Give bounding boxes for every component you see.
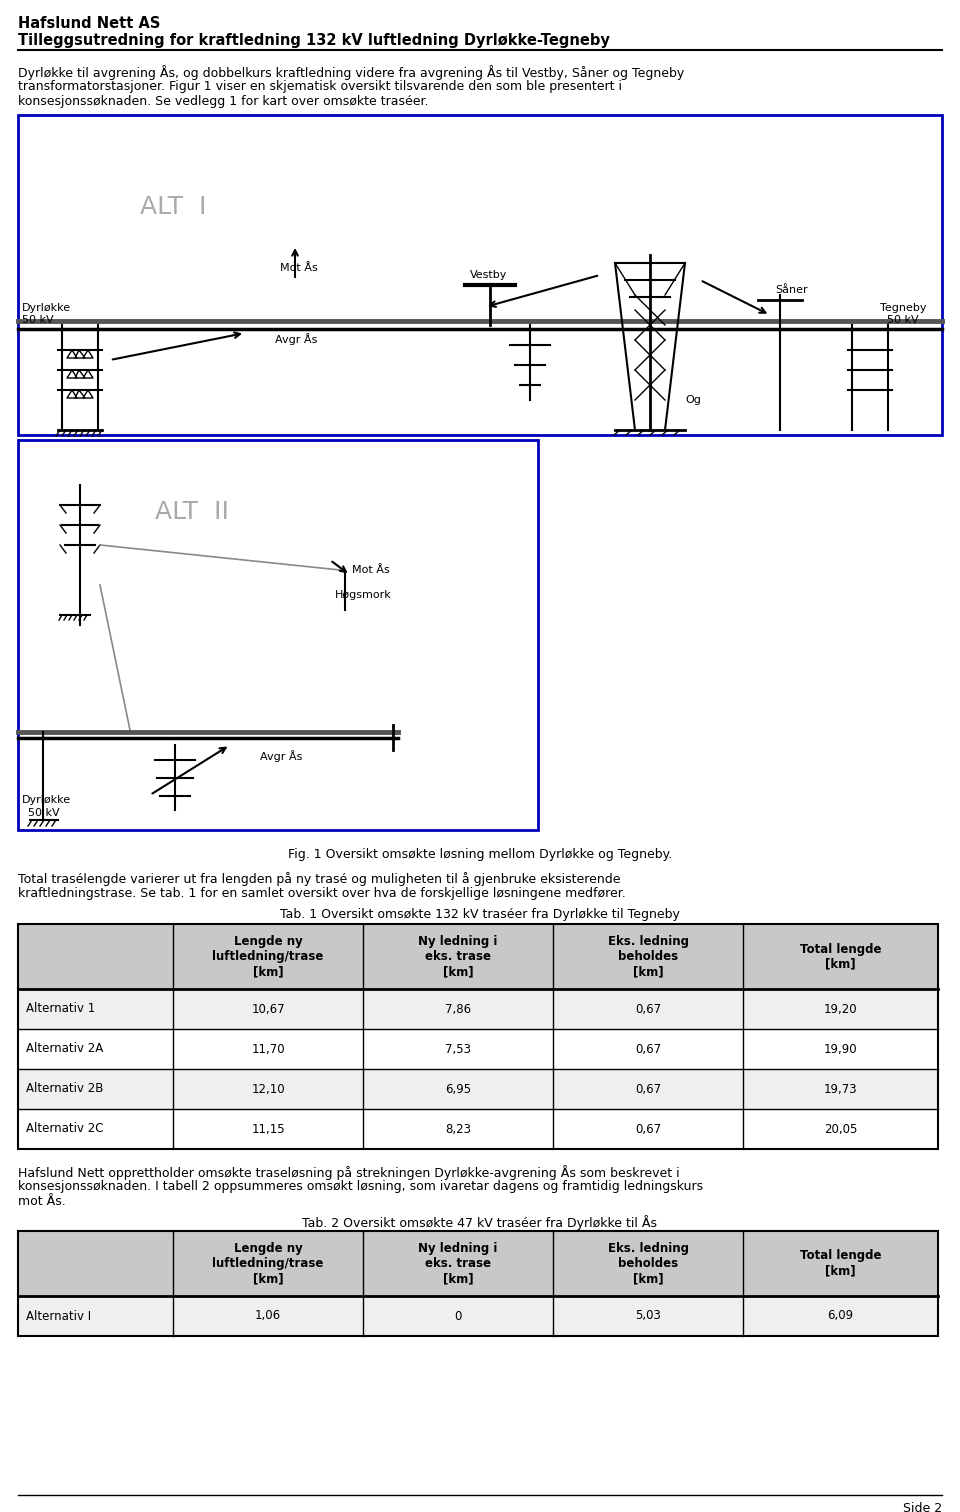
Text: 5,03: 5,03 <box>636 1309 660 1323</box>
Text: Dyrløkke til avgrening Ås, og dobbelkurs kraftledning videre fra avgrening Ås ti: Dyrløkke til avgrening Ås, og dobbelkurs… <box>18 65 684 80</box>
Bar <box>18 1108 938 1149</box>
Text: Høgsmork: Høgsmork <box>335 590 392 600</box>
Text: Avgr Ås: Avgr Ås <box>260 750 302 762</box>
Text: Alternativ 2C: Alternativ 2C <box>26 1122 104 1136</box>
Text: konsesjonssøknaden. Se vedlegg 1 for kart over omsøkte traséer.: konsesjonssøknaden. Se vedlegg 1 for kar… <box>18 95 428 107</box>
Text: Total lengde
[km]: Total lengde [km] <box>800 1249 881 1278</box>
Text: Dyrløkke: Dyrløkke <box>22 302 71 313</box>
Text: Alternativ I: Alternativ I <box>26 1309 91 1323</box>
Text: Ny ledning i
eks. trase
[km]: Ny ledning i eks. trase [km] <box>419 934 497 978</box>
Text: Dyrløkke: Dyrløkke <box>22 795 71 804</box>
Text: Mot Ås: Mot Ås <box>280 263 318 274</box>
Text: Lengde ny
luftledning/trase
[km]: Lengde ny luftledning/trase [km] <box>212 934 324 978</box>
Text: Og: Og <box>685 395 701 405</box>
Text: 0,67: 0,67 <box>635 1083 661 1096</box>
Bar <box>18 1069 938 1108</box>
Text: Total lengde
[km]: Total lengde [km] <box>800 942 881 971</box>
Bar <box>18 1231 938 1337</box>
Text: 0,67: 0,67 <box>635 1122 661 1136</box>
Text: 8,23: 8,23 <box>445 1122 471 1136</box>
Text: 6,09: 6,09 <box>828 1309 853 1323</box>
Text: Tab. 2 Oversikt omsøkte 47 kV traséer fra Dyrløkke til Ås: Tab. 2 Oversikt omsøkte 47 kV traséer fr… <box>302 1216 658 1229</box>
Text: Tab. 1 Oversikt omsøkte 132 kV traséer fra Dyrløkke til Tegneby: Tab. 1 Oversikt omsøkte 132 kV traséer f… <box>280 909 680 921</box>
Text: Tegneby: Tegneby <box>880 302 926 313</box>
Bar <box>18 924 938 989</box>
Text: Såner: Såner <box>775 284 807 295</box>
Text: 0,67: 0,67 <box>635 1002 661 1016</box>
Text: Hafslund Nett opprettholder omsøkte traseløsning på strekningen Dyrløkke-avgreni: Hafslund Nett opprettholder omsøkte tras… <box>18 1166 680 1179</box>
Bar <box>18 115 942 435</box>
Text: 0,67: 0,67 <box>635 1042 661 1055</box>
Text: 50 kV: 50 kV <box>887 314 919 325</box>
Text: Total trasélengde varierer ut fra lengden på ny trasé og muligheten til å gjenbr: Total trasélengde varierer ut fra lengde… <box>18 872 620 886</box>
Text: Avgr Ås: Avgr Ås <box>275 333 318 345</box>
Text: 50 kV: 50 kV <box>28 807 60 818</box>
Text: Alternativ 2B: Alternativ 2B <box>26 1083 104 1096</box>
Text: mot Ås.: mot Ås. <box>18 1194 65 1208</box>
Text: 1,06: 1,06 <box>255 1309 281 1323</box>
Text: Eks. ledning
beholdes
[km]: Eks. ledning beholdes [km] <box>608 934 688 978</box>
Text: 19,90: 19,90 <box>824 1042 857 1055</box>
Text: 50 kV: 50 kV <box>22 314 54 325</box>
Bar <box>18 1296 938 1337</box>
Text: Lengde ny
luftledning/trase
[km]: Lengde ny luftledning/trase [km] <box>212 1241 324 1285</box>
Text: 7,86: 7,86 <box>444 1002 471 1016</box>
Text: Alternativ 2A: Alternativ 2A <box>26 1042 104 1055</box>
Text: 19,73: 19,73 <box>824 1083 857 1096</box>
Text: ALT  II: ALT II <box>155 500 229 525</box>
Text: ALT  I: ALT I <box>140 195 206 219</box>
Bar <box>18 989 938 1030</box>
Bar <box>18 924 938 1149</box>
Text: Hafslund Nett AS: Hafslund Nett AS <box>18 17 160 32</box>
Text: 11,70: 11,70 <box>252 1042 285 1055</box>
Text: 12,10: 12,10 <box>252 1083 285 1096</box>
Text: Tilleggsutredning for kraftledning 132 kV luftledning Dyrløkke-Tegneby: Tilleggsutredning for kraftledning 132 k… <box>18 33 610 48</box>
Text: 7,53: 7,53 <box>445 1042 471 1055</box>
Text: 10,67: 10,67 <box>252 1002 285 1016</box>
Text: 11,15: 11,15 <box>252 1122 285 1136</box>
Text: 6,95: 6,95 <box>444 1083 471 1096</box>
Text: Mot Ås: Mot Ås <box>352 565 390 575</box>
Bar <box>18 440 538 830</box>
Bar <box>18 1231 938 1296</box>
Text: Side 2: Side 2 <box>902 1501 942 1512</box>
Text: Ny ledning i
eks. trase
[km]: Ny ledning i eks. trase [km] <box>419 1241 497 1285</box>
Text: 0: 0 <box>454 1309 462 1323</box>
Text: transformatorstasjoner. Figur 1 viser en skjematisk oversikt tilsvarende den som: transformatorstasjoner. Figur 1 viser en… <box>18 80 622 94</box>
Text: Fig. 1 Oversikt omsøkte løsning mellom Dyrløkke og Tegneby.: Fig. 1 Oversikt omsøkte løsning mellom D… <box>288 848 672 860</box>
Text: 19,20: 19,20 <box>824 1002 857 1016</box>
Text: Vestby: Vestby <box>470 271 508 280</box>
Text: 20,05: 20,05 <box>824 1122 857 1136</box>
Text: kraftledningstrase. Se tab. 1 for en samlet oversikt over hva de forskjellige lø: kraftledningstrase. Se tab. 1 for en sam… <box>18 888 626 900</box>
Bar <box>18 1030 938 1069</box>
Text: Alternativ 1: Alternativ 1 <box>26 1002 95 1016</box>
Text: Eks. ledning
beholdes
[km]: Eks. ledning beholdes [km] <box>608 1241 688 1285</box>
Text: konsesjonssøknaden. I tabell 2 oppsummeres omsøkt løsning, som ivaretar dagens o: konsesjonssøknaden. I tabell 2 oppsummer… <box>18 1179 703 1193</box>
